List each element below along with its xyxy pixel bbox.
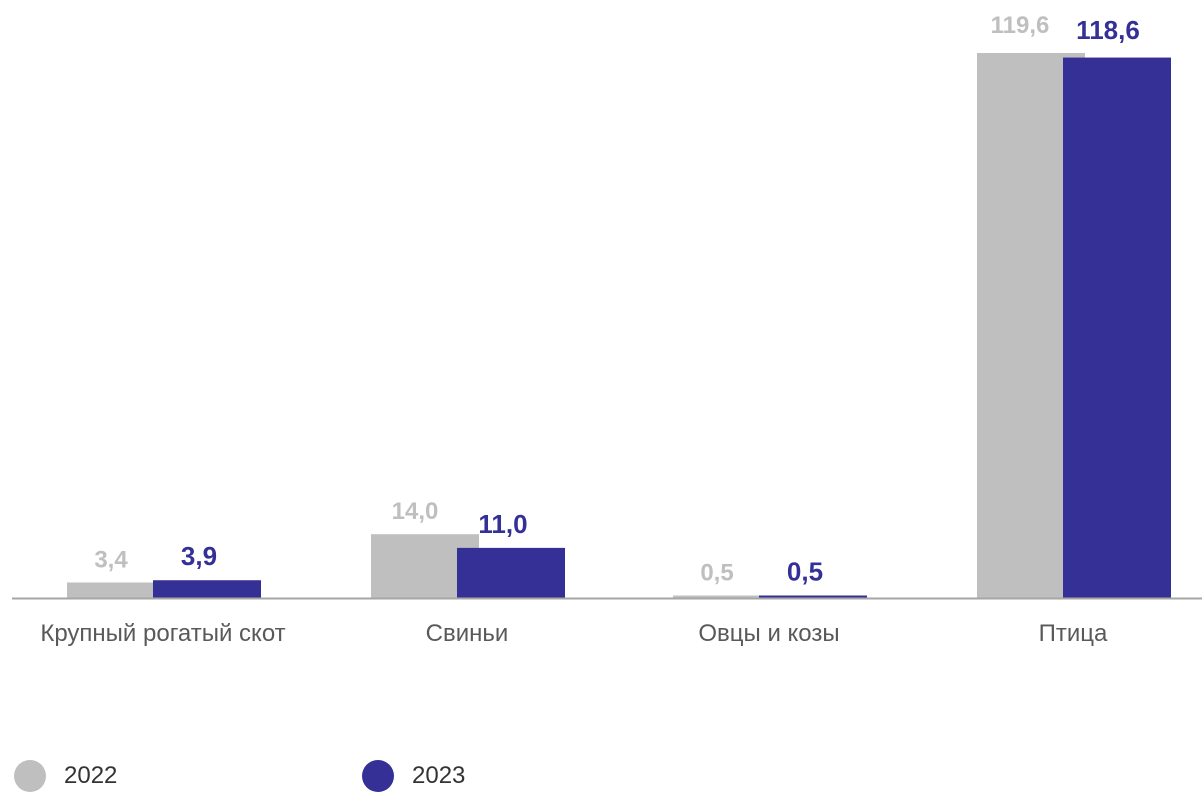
category-label-1: Свиньи (426, 620, 509, 647)
legend-label-2022: 2022 (64, 762, 118, 789)
value-label-2023-2: 0,5 (787, 557, 823, 587)
value-label-2022-3: 119,6 (991, 12, 1050, 39)
legend-swatch-2022 (14, 760, 46, 792)
labels-group: 3,4 3,9 Крупный рогатый скот 14,0 11,0 Свиньи… (40, 12, 1139, 647)
value-label-2022-0: 3,4 (94, 547, 128, 574)
value-label-2023-0: 3,9 (181, 541, 217, 571)
category-label-0: Крупный рогатый скот (40, 620, 285, 647)
value-label-2022-1: 14,0 (392, 498, 439, 525)
legend-label-2023: 2023 (412, 762, 466, 789)
bar-2023-0 (153, 580, 261, 598)
bar-2022-0 (67, 582, 175, 598)
bars-group (67, 53, 1171, 598)
bar-2022-2 (673, 595, 781, 598)
value-label-2023-3: 118,6 (1076, 15, 1140, 45)
bar-2023-3 (1063, 57, 1171, 598)
category-label-3: Птица (1039, 620, 1108, 647)
value-label-2023-1: 11,0 (478, 509, 527, 539)
bar-chart: 3,4 3,9 Крупный рогатый скот 14,0 11,0 Свиньи… (12, 12, 1202, 647)
legend-item-2022: 2022 (14, 760, 117, 792)
legend-item-2023: 2023 (362, 760, 465, 792)
category-label-2: Овцы и козы (698, 620, 839, 647)
bar-2023-1 (457, 547, 565, 598)
legend-swatch-2023 (362, 760, 394, 792)
bar-2023-2 (759, 595, 867, 598)
value-label-2022-2: 0,5 (700, 560, 733, 587)
